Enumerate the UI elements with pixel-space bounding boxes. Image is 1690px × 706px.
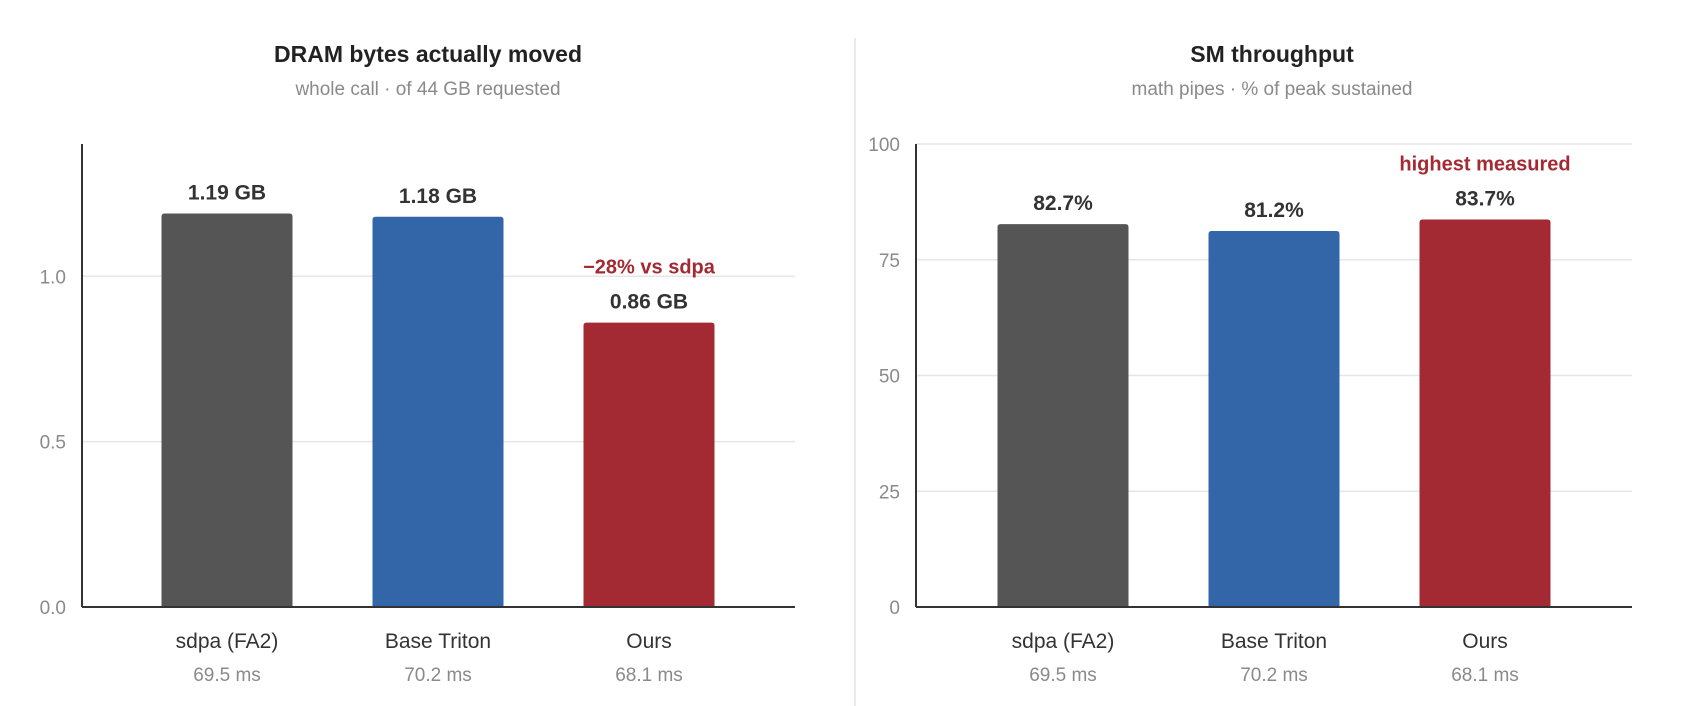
category-sublabel: 69.5 ms: [1029, 665, 1097, 686]
category-label: Base Triton: [385, 630, 491, 653]
y-tick-label: 25: [879, 482, 900, 503]
axes: [915, 144, 1632, 608]
dram-bytes-chart: DRAM bytes actually moved whole call · o…: [40, 41, 795, 686]
chart-title: DRAM bytes actually moved: [274, 41, 582, 67]
value-label: 1.19 GB: [188, 181, 266, 204]
category-label: Ours: [1462, 630, 1508, 653]
category-sublabel: 69.5 ms: [193, 665, 261, 686]
y-tick-label: 75: [879, 251, 900, 272]
bar: [997, 224, 1129, 607]
labels: 0 25 50 75 100 82.7% sdpa (FA2) 69.5 ms 81.2% Bas…: [868, 135, 1570, 686]
category-sublabel: 70.2 ms: [1240, 665, 1308, 686]
value-label: 82.7%: [1033, 192, 1093, 215]
y-tick-label: 0: [889, 598, 900, 619]
chart-title: SM throughput: [1190, 41, 1354, 67]
y-tick-label: 0.0: [40, 598, 66, 619]
bar: [1419, 219, 1551, 607]
value-label: 83.7%: [1455, 187, 1515, 210]
value-label: 81.2%: [1244, 199, 1304, 222]
category-label: sdpa (FA2): [1012, 630, 1115, 653]
chart-subtitle: whole call · of 44 GB requested: [294, 79, 560, 100]
labels: 0.0 0.5 1.0 1.19 GB sdpa (FA2) 69.5 ms 1.18 GB…: [40, 181, 716, 686]
bar: [1208, 231, 1340, 607]
category-label: sdpa (FA2): [176, 630, 279, 653]
y-tick-label: 50: [879, 367, 900, 388]
y-tick-label: 0.5: [40, 433, 66, 454]
category-sublabel: 70.2 ms: [404, 665, 472, 686]
value-label: 1.18 GB: [399, 185, 477, 208]
category-sublabel: 68.1 ms: [1451, 665, 1519, 686]
sm-throughput-chart: SM throughput math pipes · % of peak sus…: [868, 41, 1632, 686]
y-tick-label: 100: [868, 135, 900, 156]
bar: [372, 216, 504, 607]
y-tick-label: 1.0: [40, 267, 66, 288]
category-sublabel: 68.1 ms: [615, 665, 683, 686]
bar: [161, 213, 293, 607]
category-label: Ours: [626, 630, 672, 653]
bar: [583, 322, 715, 607]
category-label: Base Triton: [1221, 630, 1327, 653]
bars: [161, 213, 715, 607]
bars: [997, 219, 1551, 607]
axes: [81, 144, 795, 608]
annotation: highest measured: [1399, 153, 1570, 175]
annotation: −28% vs sdpa: [583, 257, 716, 279]
value-label: 0.86 GB: [610, 291, 688, 314]
chart-subtitle: math pipes · % of peak sustained: [1132, 79, 1413, 100]
